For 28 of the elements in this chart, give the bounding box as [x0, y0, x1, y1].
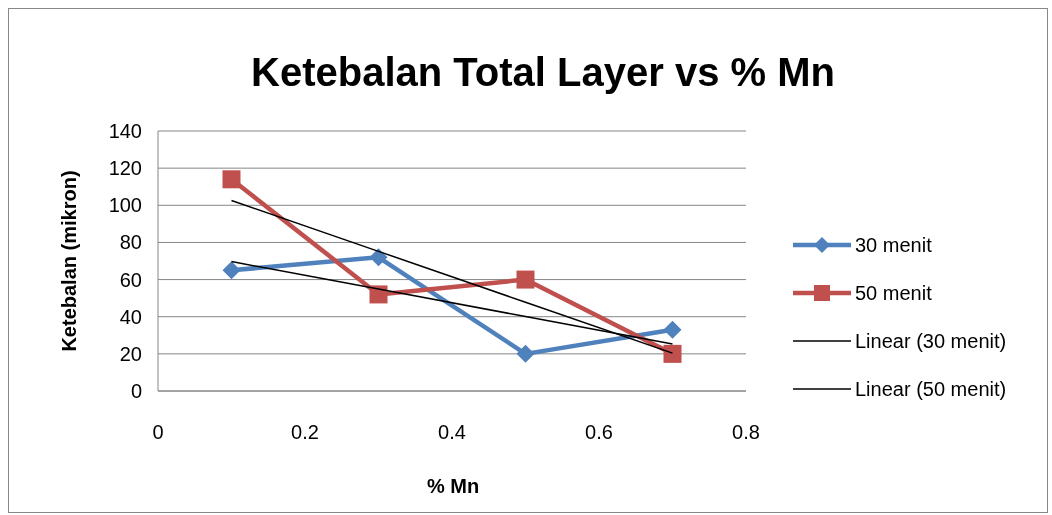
point [663, 320, 682, 339]
y-tick-label: 40 [119, 305, 142, 328]
x-tick-label: 0.8 [732, 421, 760, 443]
point [369, 248, 388, 267]
legend-label: Linear (30 menit) [855, 330, 1007, 352]
x-tick-label: 0 [152, 421, 164, 443]
point [222, 261, 241, 280]
legend-label: Linear (50 menit) [855, 378, 1007, 400]
x-tick-label: 0.6 [585, 421, 613, 443]
legend-label: 50 menit [855, 282, 933, 304]
y-axis-title: Ketebalan (mikron) [58, 170, 80, 352]
x-tick-label: 0.2 [291, 421, 319, 443]
y-tick-label: 140 [108, 120, 142, 142]
point [516, 270, 535, 289]
point [369, 285, 388, 304]
point [222, 170, 241, 189]
y-tick-label: 0 [130, 380, 142, 402]
x-tick-label: 0.4 [438, 421, 466, 443]
legend-label: 30 menit [855, 234, 933, 256]
point [663, 344, 682, 363]
y-tick-label: 120 [108, 157, 142, 180]
point [516, 344, 535, 363]
chart-title: Ketebalan Total Layer vs % Mn [251, 50, 835, 94]
y-tick-label: 60 [119, 268, 142, 291]
y-tick-label: 20 [119, 342, 142, 365]
y-tick-label: 100 [108, 194, 142, 217]
y-tick-label: 80 [119, 231, 142, 254]
x-axis-title: % Mn [426, 475, 480, 497]
